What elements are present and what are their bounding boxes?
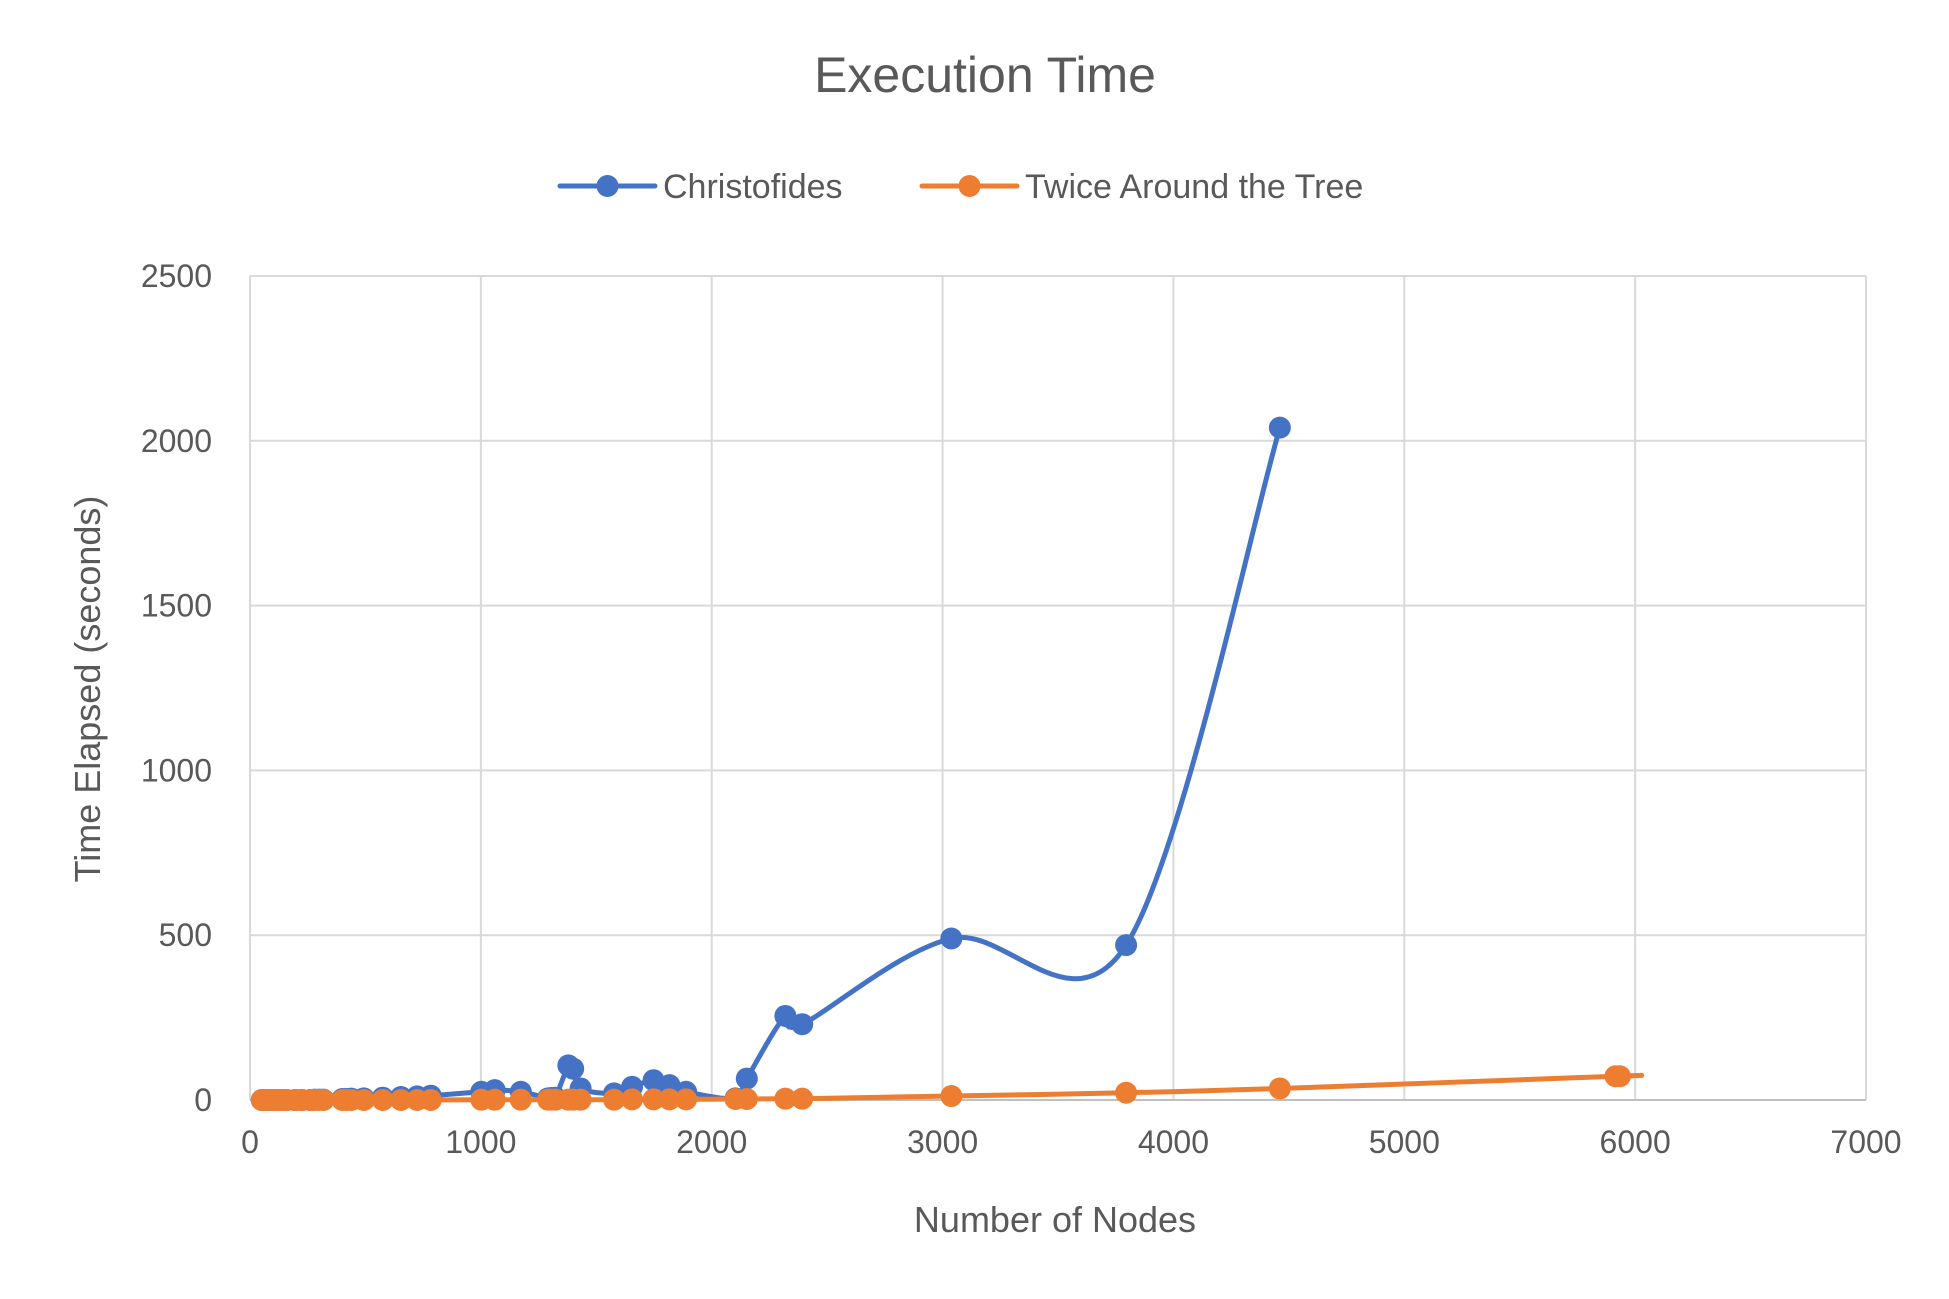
- data-point: [1115, 1081, 1138, 1104]
- x-tick-label: 6000: [1600, 1124, 1671, 1160]
- data-point: [509, 1088, 532, 1111]
- legend-label: Twice Around the Tree: [1025, 168, 1363, 206]
- data-point: [1608, 1065, 1631, 1088]
- series-layer: [250, 416, 1645, 1111]
- data-point: [621, 1088, 644, 1111]
- data-point: [419, 1089, 442, 1111]
- legend: Christofides Twice Around the Tree: [557, 168, 1363, 206]
- legend-item: Christofides: [557, 168, 843, 206]
- x-tick-label: 5000: [1369, 1124, 1440, 1160]
- legend-item: Twice Around the Tree: [919, 168, 1363, 206]
- data-point: [774, 1004, 797, 1027]
- legend-label: Christofides: [663, 168, 843, 206]
- data-point: [312, 1089, 335, 1111]
- data-point: [940, 1085, 963, 1108]
- y-tick-label: 1000: [141, 752, 212, 788]
- x-tick-labels: 0 1000 2000 3000 4000 5000 6000 7000: [241, 1124, 1901, 1160]
- y-tick-label: 1500: [141, 588, 212, 624]
- x-tick-label: 7000: [1830, 1124, 1901, 1160]
- data-point: [371, 1089, 394, 1111]
- data-point: [791, 1013, 814, 1036]
- y-tick-labels: 0 500 1000 1500 2000 2500: [141, 258, 212, 1118]
- data-point: [1268, 1077, 1291, 1100]
- series-twice-around-the-tree: [250, 1065, 1645, 1111]
- data-point: [352, 1089, 375, 1111]
- y-axis-label: Time Elapsed (seconds): [67, 496, 108, 883]
- legend-marker: [958, 175, 981, 197]
- data-point: [569, 1088, 592, 1111]
- gridlines: [249, 275, 1867, 1100]
- data-point: [1268, 416, 1291, 439]
- y-tick-label: 500: [159, 917, 212, 953]
- data-point: [1115, 934, 1138, 957]
- data-point: [603, 1088, 626, 1111]
- x-axis-label: Number of Nodes: [914, 1199, 1196, 1240]
- x-tick-label: 1000: [445, 1124, 516, 1160]
- data-point: [562, 1057, 585, 1080]
- x-tick-label: 4000: [1138, 1124, 1209, 1160]
- data-point: [675, 1088, 698, 1111]
- data-point: [791, 1087, 814, 1110]
- data-point: [483, 1088, 506, 1111]
- y-tick-label: 2500: [141, 258, 212, 294]
- chart-title: Execution Time: [814, 47, 1156, 103]
- data-point: [642, 1088, 665, 1111]
- data-point: [774, 1087, 797, 1110]
- data-point: [735, 1067, 758, 1090]
- y-tick-label: 0: [194, 1082, 212, 1118]
- data-point: [735, 1088, 758, 1111]
- data-point: [389, 1089, 412, 1111]
- data-point: [940, 927, 963, 950]
- y-tick-label: 2000: [141, 423, 212, 459]
- x-tick-label: 2000: [676, 1124, 747, 1160]
- data-point: [658, 1088, 681, 1111]
- legend-marker: [596, 175, 619, 197]
- x-tick-label: 0: [241, 1124, 259, 1160]
- x-tick-label: 3000: [907, 1124, 978, 1160]
